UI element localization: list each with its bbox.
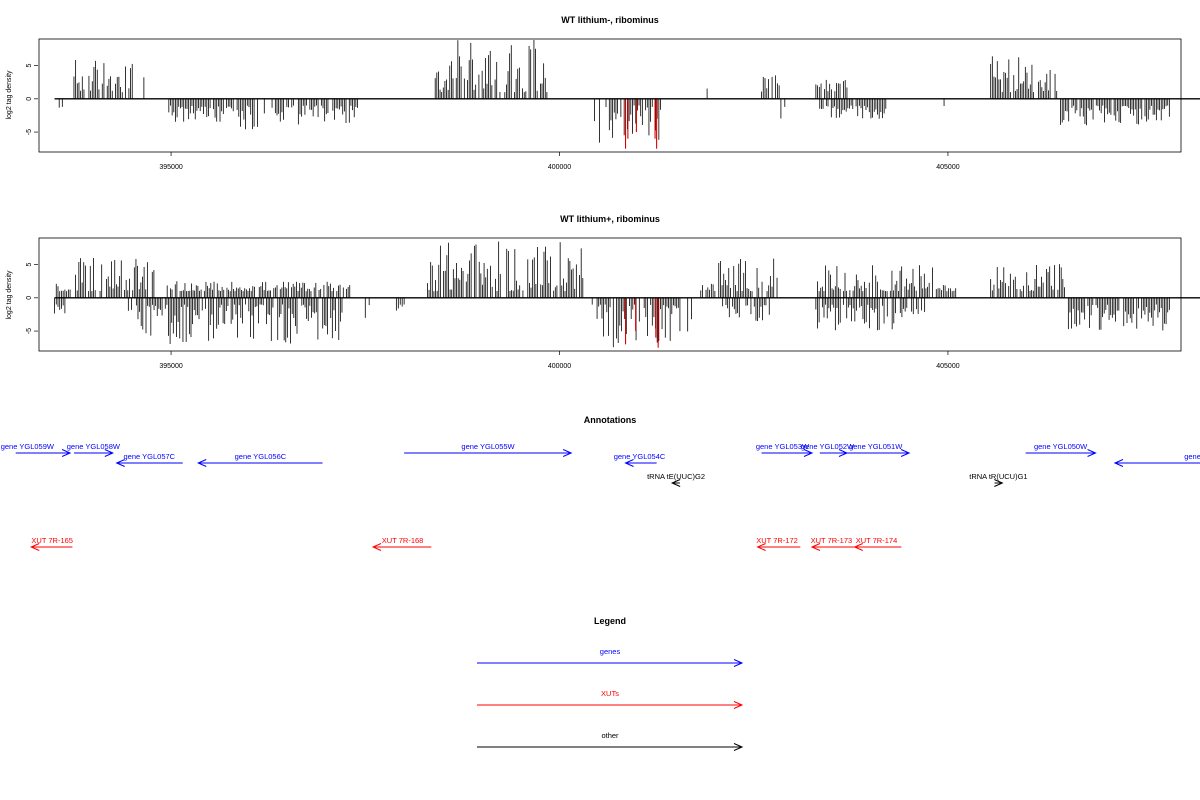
x-axis: 395000 400000 405000 — [159, 351, 960, 370]
x-tick-label: 395000 — [159, 363, 182, 370]
feature-label: gene YGL054C — [614, 452, 666, 461]
feature-arrow-head — [994, 479, 1004, 487]
feature-arrow-head — [562, 449, 573, 457]
legend-arrow-head — [733, 743, 744, 751]
feature-arrow-head — [803, 449, 814, 457]
feature-arrow-head — [29, 543, 40, 551]
signal-bars — [54, 241, 1200, 348]
feature-label: gene YGL056C — [235, 452, 287, 461]
feature-label: gene YGL059W — [1, 442, 55, 451]
feature-arrow-head — [1113, 459, 1124, 467]
feature-arrow: XUT 7R-165 — [29, 536, 73, 551]
feature-label: gene YGL057C — [124, 452, 176, 461]
y-tick-label: -5 — [26, 328, 33, 334]
feature-label: gene YGL058W — [67, 442, 121, 451]
feature-arrow: gene YGL049C — [1113, 452, 1200, 467]
feature-arrow-head — [61, 449, 72, 457]
legend-arrow: XUTs — [477, 689, 744, 709]
y-axis-label: log2 tag density — [6, 70, 13, 120]
feature-label: XUT 7R-174 — [856, 536, 898, 545]
feature-arrow: gene YGL050W — [1025, 442, 1097, 457]
feature-arrow: XUT 7R-174 — [853, 536, 902, 551]
feature-arrow: XUT 7R-173 — [811, 536, 855, 551]
feature-arrow-head — [900, 449, 911, 457]
feature-arrow-head — [670, 479, 681, 487]
x-axis: 395000 400000 405000 — [159, 152, 960, 171]
y-tick-label: 0 — [26, 97, 33, 101]
feature-arrow: gene YGL059W — [1, 442, 72, 457]
y-axis: -5 0 5 — [26, 64, 38, 135]
feature-label: XUT 7R-173 — [811, 536, 853, 545]
x-tick-label: 395000 — [159, 164, 182, 171]
feature-label: XUT 7R-168 — [382, 536, 424, 545]
y-tick-label: 5 — [26, 263, 33, 267]
feature-arrow-head — [853, 543, 863, 551]
feature-label: gene YGL051W — [849, 442, 903, 451]
feature-arrow: gene YGL058W — [67, 442, 121, 457]
feature-label: XUT 7R-172 — [756, 536, 798, 545]
legend-title: Legend — [594, 616, 626, 626]
feature-arrow: gene YGL054C — [614, 452, 666, 467]
plot-frame — [38, 38, 1182, 153]
feature-arrow-head — [115, 459, 125, 467]
annotations-title: Annotations — [584, 415, 637, 425]
feature-arrow-head — [1087, 449, 1097, 457]
legend-items: genes XUTs other — [477, 647, 744, 751]
feature-arrow-head — [624, 459, 634, 467]
feature-arrow-head — [371, 543, 382, 551]
legend-arrow-head — [733, 701, 744, 709]
signal-bars — [54, 40, 1200, 149]
feature-arrow-head — [756, 543, 766, 551]
annotations-panel: Annotations gene YGL059W gene YGL058Wgene… — [1, 415, 1200, 551]
plot-frame — [38, 237, 1182, 352]
legend-label: other — [601, 731, 619, 740]
track-panel-lithium-minus: WT lithium-, ribominus log2 tag density … — [6, 15, 1200, 171]
feature-arrow: tRNA tE(UUC)G2 — [647, 472, 705, 487]
feature-arrow-head — [104, 449, 115, 457]
feature-label: tRNA tE(UUC)G2 — [647, 472, 705, 481]
feature-label: gene YGL052W — [801, 442, 855, 451]
y-axis-label: log2 tag density — [6, 270, 13, 320]
feature-label: gene YGL055W — [461, 442, 515, 451]
feature-arrow: gene YGL055W — [404, 442, 573, 457]
legend-arrow: genes — [477, 647, 744, 667]
feature-arrow: tRNA tR(UCU)G1 — [969, 472, 1028, 487]
legend-arrow: other — [477, 731, 744, 751]
feature-arrow-head — [197, 459, 207, 467]
feature-arrow: gene YGL053W — [756, 442, 814, 457]
feature-arrow: XUT 7R-172 — [756, 536, 801, 551]
feature-label: XUT 7R-165 — [31, 536, 73, 545]
legend-label: genes — [600, 647, 621, 656]
feature-arrow-head — [810, 543, 821, 551]
feature-arrow: gene YGL051W — [846, 442, 911, 457]
feature-label: tRNA tR(UCU)G1 — [969, 472, 1027, 481]
legend-arrow-head — [733, 659, 744, 667]
feature-label: gene YGL049C — [1184, 452, 1200, 461]
x-tick-label: 400000 — [548, 363, 571, 370]
x-tick-label: 400000 — [548, 164, 571, 171]
feature-arrow: gene YGL057C — [115, 452, 183, 467]
feature-label: gene YGL050W — [1034, 442, 1088, 451]
legend-label: XUTs — [601, 689, 619, 698]
feature-arrow: gene YGL056C — [197, 452, 323, 467]
track-title: WT lithium+, ribominus — [560, 214, 660, 224]
feature-label: gene YGL053W — [756, 442, 810, 451]
y-tick-label: 0 — [26, 296, 33, 300]
y-axis: -5 0 5 — [26, 263, 38, 334]
y-tick-label: 5 — [26, 64, 33, 68]
track-title: WT lithium-, ribominus — [561, 15, 659, 25]
y-tick-label: -5 — [26, 129, 33, 135]
x-tick-label: 405000 — [936, 363, 959, 370]
feature-arrow: XUT 7R-168 — [371, 536, 432, 551]
x-tick-label: 405000 — [936, 164, 959, 171]
track-panel-lithium-plus: WT lithium+, ribominus log2 tag density … — [6, 214, 1200, 370]
legend: Legend genes XUTs other — [477, 616, 744, 751]
